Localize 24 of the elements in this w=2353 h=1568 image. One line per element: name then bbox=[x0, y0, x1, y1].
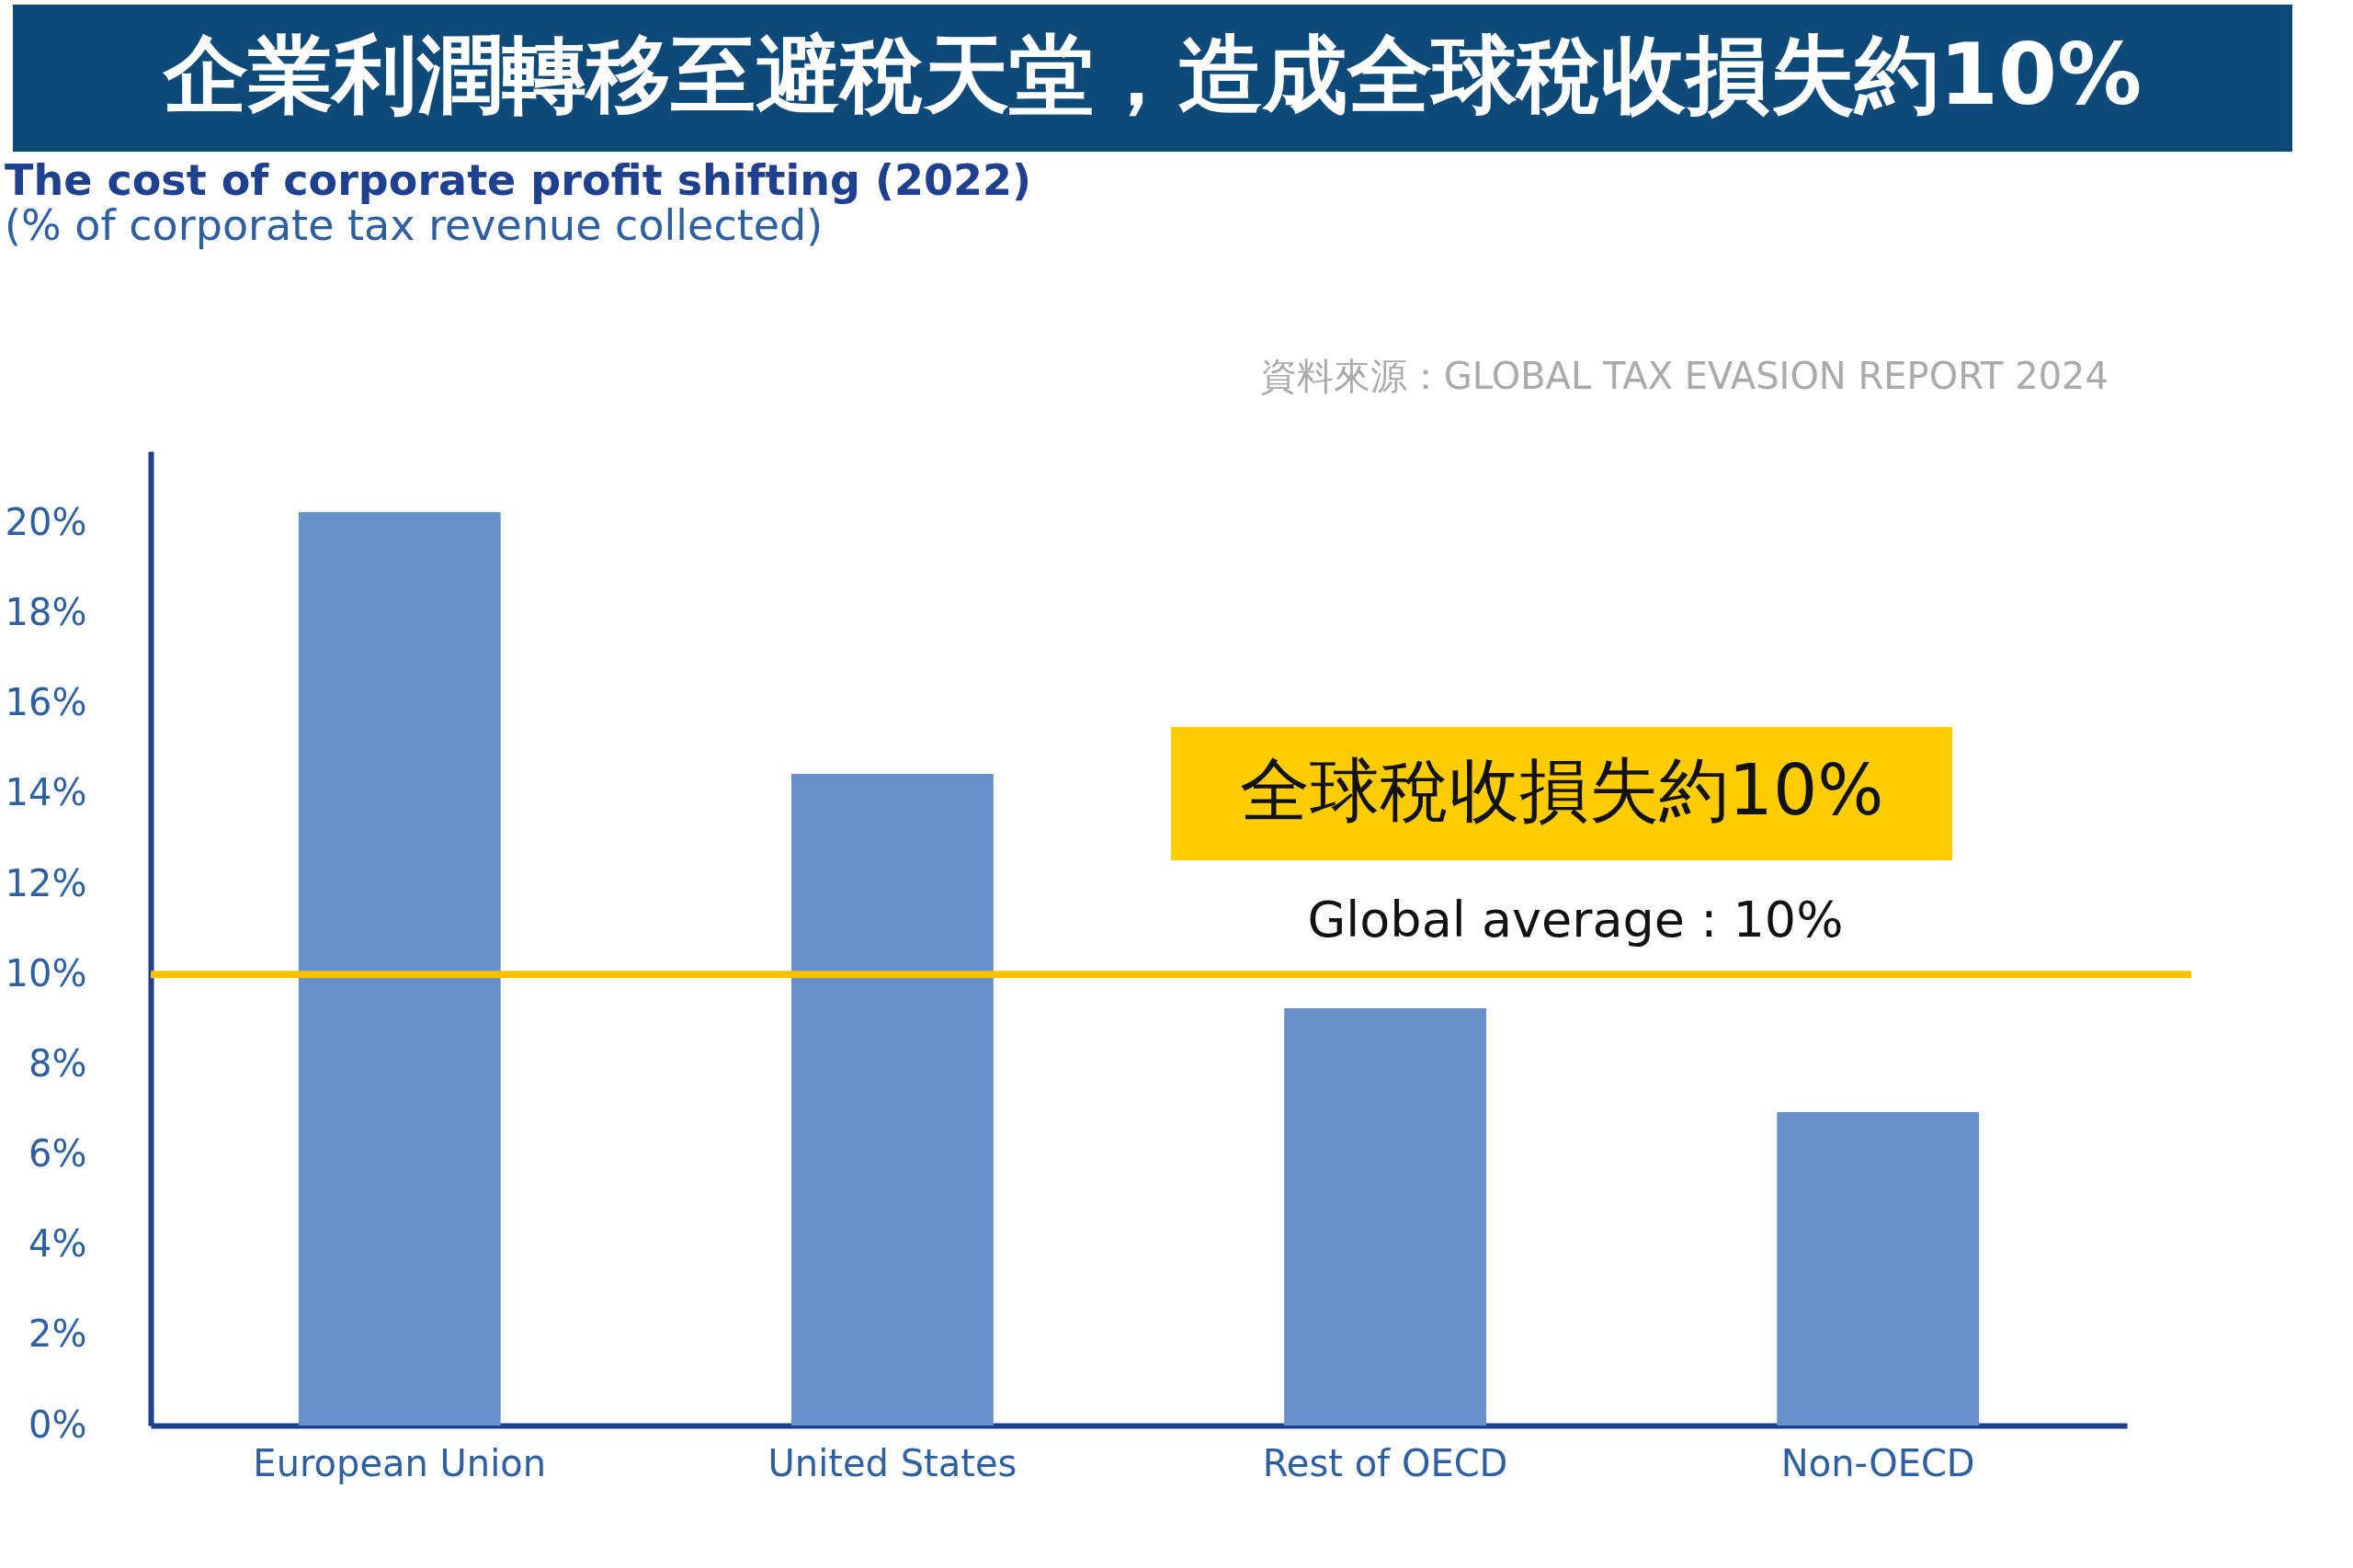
y-tick-label: 6% bbox=[28, 1132, 87, 1176]
ref-line-label: Global average : 10% bbox=[1307, 891, 1844, 949]
chart-subtitle: The cost of corporate profit shifting (2022) bbox=[5, 155, 1032, 205]
y-tick-label: 8% bbox=[28, 1041, 87, 1085]
y-tick-label: 16% bbox=[5, 681, 87, 724]
annotation: 全球稅收損失約10% bbox=[1239, 749, 1884, 831]
y-tick-label: 20% bbox=[5, 501, 87, 544]
y-tick-label: 12% bbox=[5, 861, 87, 904]
y-tick-label: 14% bbox=[5, 771, 87, 814]
chart-title: 企業利潤轉移至避稅天堂，造成全球稅收損失約10% bbox=[161, 26, 2143, 124]
bar bbox=[298, 512, 501, 1426]
y-tick-label: 4% bbox=[28, 1222, 87, 1266]
source-note: 資料來源：GLOBAL TAX EVASION REPORT 2024 bbox=[1259, 355, 2109, 397]
x-tick-label: Rest of OECD bbox=[1262, 1441, 1508, 1484]
y-tick-label: 18% bbox=[5, 591, 87, 634]
y-tick-label: 10% bbox=[5, 951, 87, 994]
x-tick-label: European Union bbox=[253, 1441, 547, 1484]
y-tick-label: 2% bbox=[28, 1312, 87, 1356]
x-tick-label: Non-OECD bbox=[1780, 1441, 1975, 1484]
bar bbox=[1777, 1111, 1980, 1426]
x-tick-label: United States bbox=[767, 1441, 1017, 1484]
y-tick-label: 0% bbox=[28, 1403, 87, 1446]
bar bbox=[1284, 1008, 1486, 1426]
bar bbox=[791, 773, 994, 1426]
